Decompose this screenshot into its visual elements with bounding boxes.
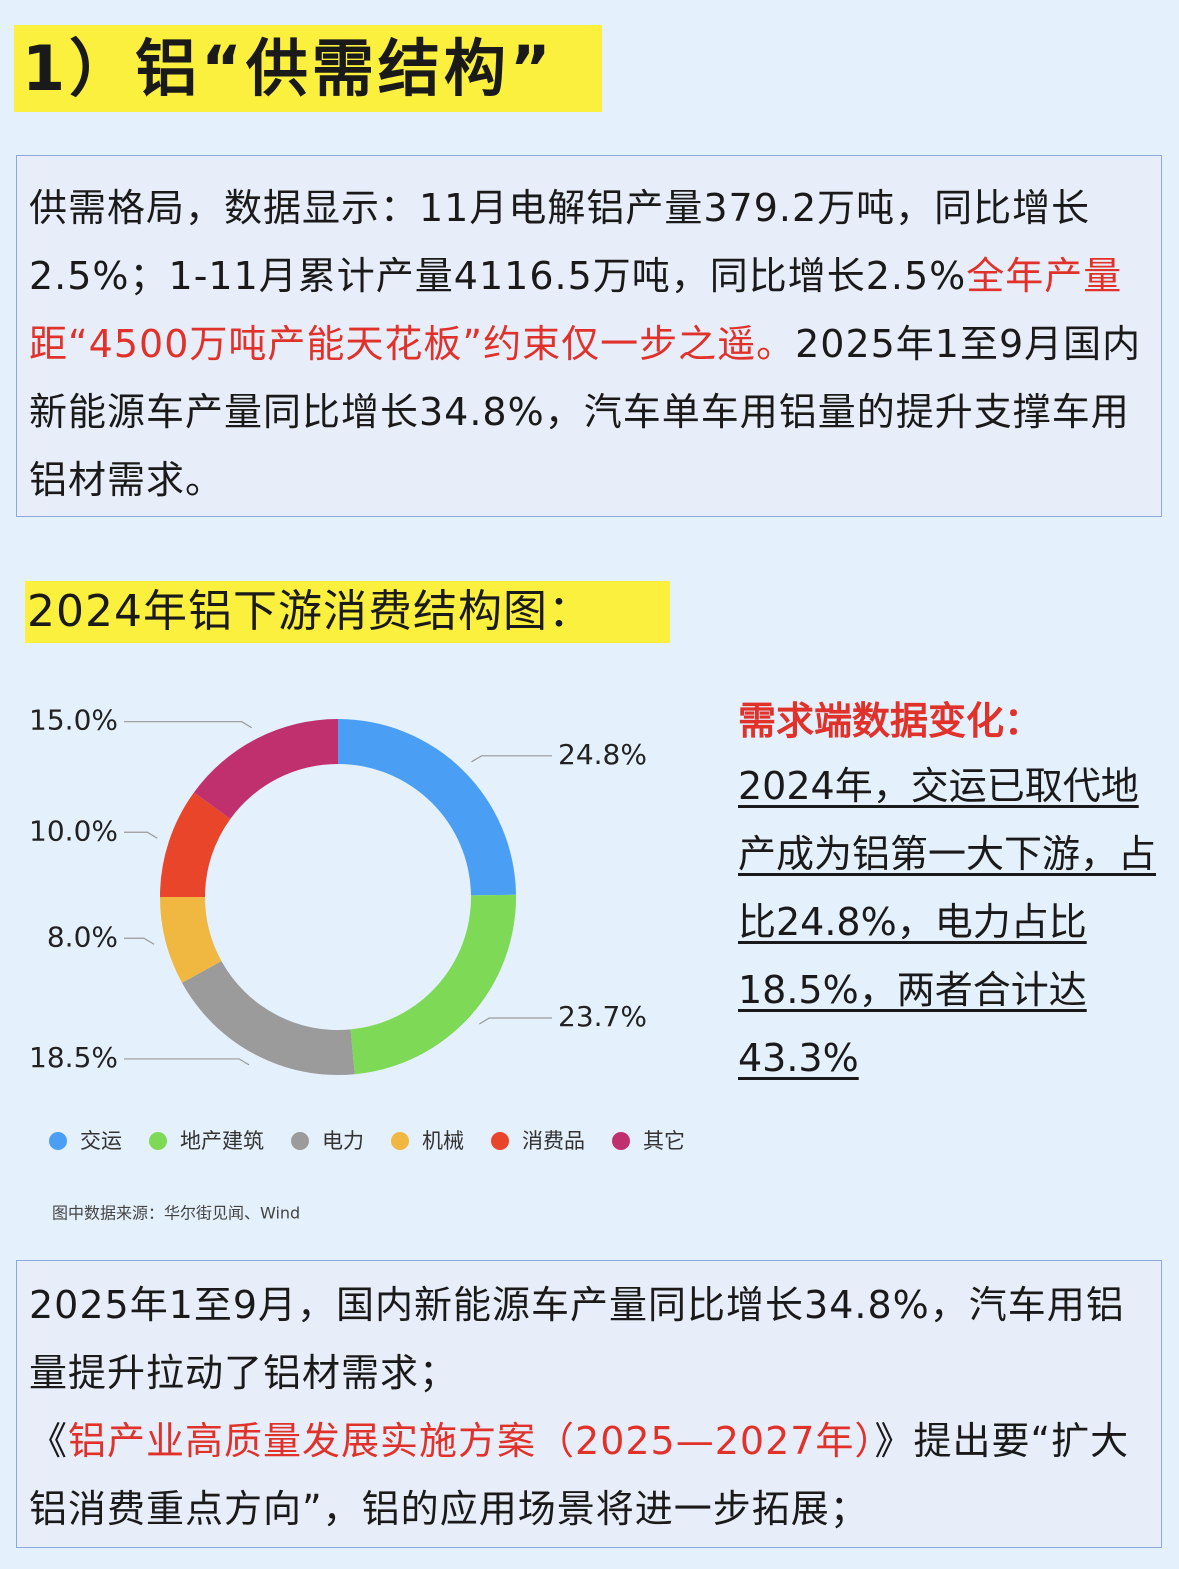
footer-box: 2025年1至9月，国内新能源车产量同比增长34.8%，汽车用铝量提升拉动了铝材…: [16, 1260, 1162, 1548]
donut-segment: [182, 961, 355, 1075]
text-segment: 全年产量距“4500万吨产能天花板”约束仅一步之遥。: [29, 254, 1123, 366]
chart-title: 2024年铝下游消费结构图：: [25, 581, 670, 643]
value-label: 18.5%: [29, 1041, 118, 1074]
value-label: 23.7%: [558, 1000, 647, 1033]
legend-marker: [149, 1132, 167, 1150]
side-note-text: 2024年，交运已取代地产成为铝第一大下游，占比24.8%，电力占比18.5%，…: [738, 764, 1157, 1080]
legend-label: 交运: [80, 1129, 122, 1153]
donut-segment: [350, 894, 516, 1075]
value-label: 15.0%: [29, 704, 118, 737]
leader-line: [471, 755, 552, 763]
legend-label: 消费品: [522, 1129, 585, 1153]
legend-marker: [491, 1132, 509, 1150]
text-segment: 供需格局，数据显示：11月电解铝产量379.2万吨，同比增长2.5%；1-11月…: [29, 186, 1091, 298]
donut-segment: [160, 897, 222, 983]
text-segment: 》提出要“扩大铝消费重点方向”，铝的应用场景将进一步拓展；: [29, 1419, 1130, 1531]
chart-source: 图中数据来源：华尔街见闻、Wind: [52, 1204, 300, 1223]
donut-segment: [160, 792, 231, 897]
leader-line: [124, 831, 158, 839]
donut-segment: [338, 719, 516, 896]
legend-label: 地产建筑: [180, 1129, 264, 1153]
page-title: 1）铝“供需结构”: [14, 25, 602, 112]
value-label: 10.0%: [29, 814, 118, 847]
donut-segment: [193, 719, 338, 819]
text-segment: 2025年1至9月国内新能源车产量同比增长34.8%，汽车单车用铝量的提升支撑车…: [29, 322, 1142, 502]
text-segment: 《: [29, 1419, 69, 1463]
text-segment: 2025年1至9月，国内新能源车产量同比增长34.8%，汽车用铝量提升拉动了铝材…: [29, 1283, 1125, 1395]
legend-label: 机械: [422, 1129, 464, 1153]
leader-line: [124, 721, 253, 729]
legend-label: 电力: [322, 1129, 364, 1153]
legend-marker: [49, 1132, 67, 1150]
intro-box: 供需格局，数据显示：11月电解铝产量379.2万吨，同比增长2.5%；1-11月…: [16, 155, 1162, 517]
leader-line: [124, 1058, 250, 1066]
legend-marker: [391, 1132, 409, 1150]
value-label: 24.8%: [558, 738, 647, 771]
text-segment: 铝产业高质量发展实施方案（2025—2027年）: [68, 1419, 875, 1463]
value-label: 8.0%: [47, 920, 118, 953]
legend-marker: [612, 1132, 630, 1150]
donut-chart: 24.8% 23.7% 18.5% 8.0% 10.0% 15.0% 交运 地产建筑 电力 机械 消…: [29, 704, 685, 1223]
side-note-title: 需求端数据变化：: [738, 699, 1043, 743]
leader-line: [124, 937, 155, 945]
leader-line: [479, 1017, 552, 1025]
legend-label: 其它: [643, 1129, 685, 1153]
legend-marker: [291, 1132, 309, 1150]
